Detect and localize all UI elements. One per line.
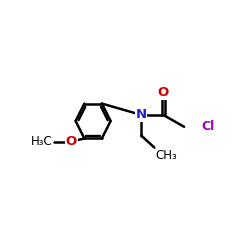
- Text: N: N: [136, 108, 147, 122]
- Text: O: O: [158, 86, 169, 100]
- Text: Cl: Cl: [202, 120, 215, 133]
- Text: CH₃: CH₃: [155, 149, 177, 162]
- Text: H₃C: H₃C: [31, 135, 53, 148]
- Text: O: O: [66, 135, 77, 148]
